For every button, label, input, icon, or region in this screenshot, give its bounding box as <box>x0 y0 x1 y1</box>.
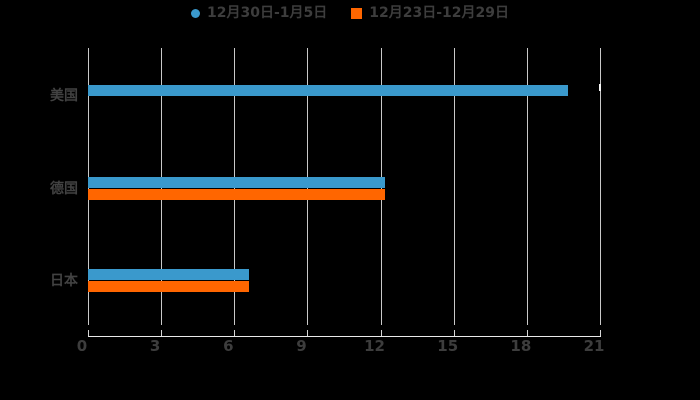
bar-series1-2[interactable] <box>88 281 249 293</box>
legend-item-week-previous[interactable]: 12月23日-12月29日 <box>351 5 509 22</box>
x-tick <box>307 330 309 336</box>
x-tick-label: 18 <box>510 337 532 355</box>
legend-item-week-current[interactable]: 12月30日-1月5日 <box>190 5 328 22</box>
legend-square-icon <box>351 8 363 19</box>
y-axis-label: 美国 <box>50 88 78 105</box>
y-axis-label: 德国 <box>50 180 78 197</box>
x-tick-label: 15 <box>437 337 459 355</box>
gridline <box>526 48 528 325</box>
legend-circle-icon <box>190 9 200 18</box>
legend-label-week-previous: 12月23日-12月29日 <box>369 5 509 21</box>
bar-series0-1[interactable] <box>88 177 386 188</box>
bar-series0-0[interactable] <box>88 84 569 96</box>
gridline <box>453 48 455 325</box>
x-tick <box>526 330 528 336</box>
x-tick <box>161 330 163 336</box>
legend: 12月30日-1月5日 12月23日-12月29日 <box>0 5 700 22</box>
x-tick-label: 6 <box>223 337 234 355</box>
x-tick <box>380 330 382 336</box>
legend-label-week-current: 12月30日-1月5日 <box>206 5 328 21</box>
x-tick <box>88 330 89 336</box>
x-tick <box>453 330 455 336</box>
x-tick-label: 21 <box>583 337 605 355</box>
gridline-highlight-dash <box>599 84 601 91</box>
plot-area <box>88 48 601 325</box>
y-axis-label: 日本 <box>50 272 78 289</box>
bar-series0-2[interactable] <box>88 269 249 281</box>
x-tick-label: 9 <box>296 337 307 355</box>
x-axis-line <box>88 336 601 337</box>
gridline <box>600 48 601 325</box>
x-tick <box>234 330 236 336</box>
x-tick-label: 3 <box>149 337 161 355</box>
x-tick-label: 0 <box>76 337 88 355</box>
bar-series1-1[interactable] <box>88 189 386 200</box>
x-tick-label: 12 <box>364 337 385 355</box>
x-tick <box>600 330 601 336</box>
